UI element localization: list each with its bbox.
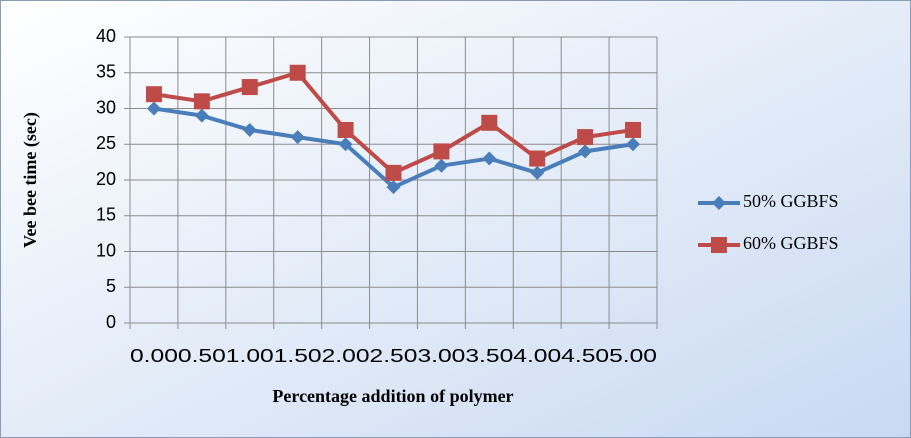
x-tick-label: 4.50 [561,346,609,366]
data-point [482,151,497,166]
y-tick-label: 10 [96,240,116,260]
data-point [242,122,257,137]
x-tick-label: 3.00 [417,346,465,366]
x-tick-label: 2.00 [322,346,370,366]
data-point [337,121,354,138]
data-point [577,129,594,146]
y-axis-title: Vee bee time (sec) [20,112,41,248]
data-point [290,130,305,145]
y-tick-label: 0 [106,312,116,332]
x-axis-title: Percentage addition of polymer [272,386,513,406]
x-tick-label: 4.00 [513,346,561,366]
x-tick-label: 3.50 [465,346,513,366]
legend-label: 50% GGBFS [743,191,839,211]
data-point [385,164,402,181]
data-point [338,137,353,152]
legend-marker [712,196,726,210]
y-tick-label: 35 [96,62,116,82]
y-tick-label: 20 [96,169,116,189]
data-point [433,143,450,160]
x-tick-label: 0.50 [178,346,226,366]
data-point [625,121,642,138]
data-point [145,86,162,103]
data-point [626,137,641,152]
legend-marker [711,237,727,253]
data-point [481,114,498,131]
y-tick-label: 15 [96,205,116,225]
data-point [434,158,449,173]
x-tick-label: 1.00 [226,346,274,366]
data-point [146,101,161,116]
legend-label: 60% GGBFS [743,233,839,253]
x-tick-label: 0.00 [130,346,178,366]
data-point [194,108,209,123]
x-tick-label: 5.00 [609,346,657,366]
data-point [386,180,401,195]
x-tick-label: 2.50 [370,346,418,366]
data-point [578,144,593,159]
y-tick-label: 25 [96,133,116,153]
data-point [289,64,306,81]
data-point [193,93,210,110]
y-tick-label: 40 [96,26,116,46]
data-point [241,79,258,96]
data-point [530,165,545,180]
x-tick-label: 1.50 [274,346,322,366]
data-point [529,150,546,167]
y-tick-label: 5 [106,276,116,296]
y-tick-label: 30 [96,97,116,117]
